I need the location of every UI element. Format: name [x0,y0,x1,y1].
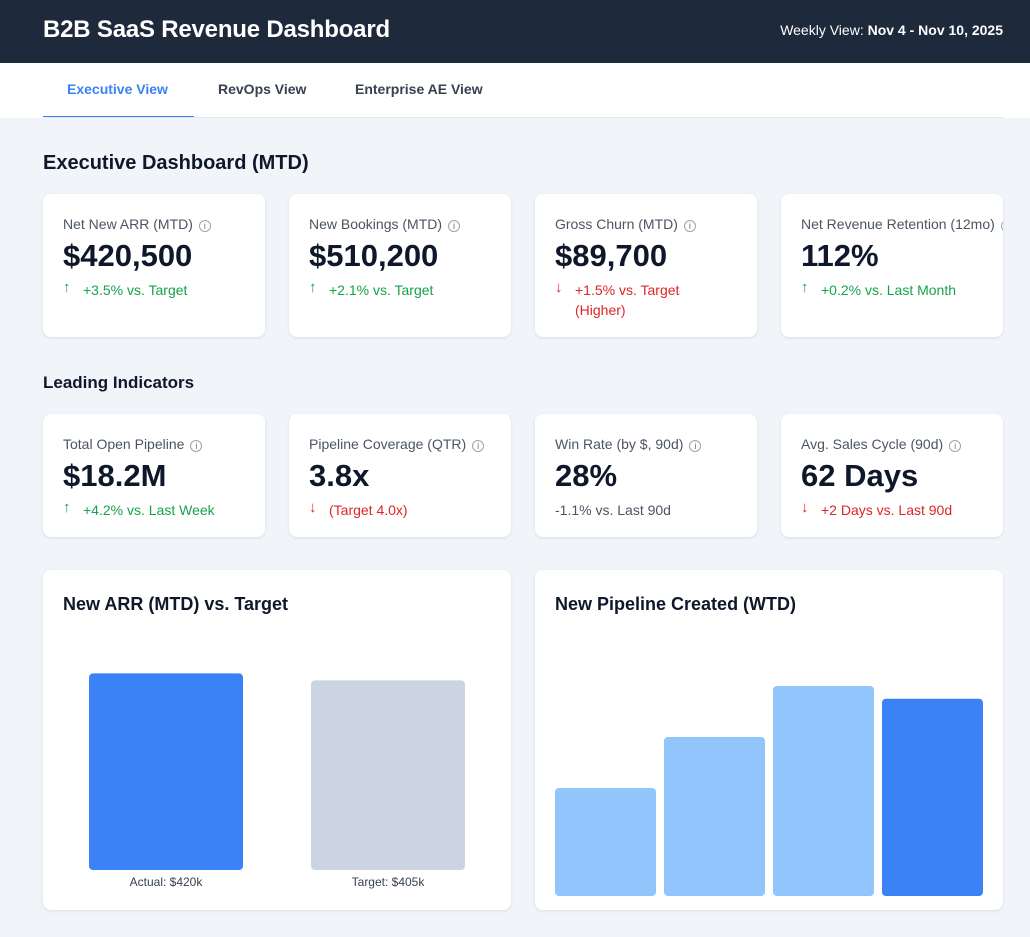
kpi-delta: ↓ +1.5% vs. Target (Higher) [555,279,680,319]
info-icon[interactable]: i [190,440,203,452]
view-tabs: Executive View RevOps View Enterprise AE… [0,63,1030,118]
kpi-label: Avg. Sales Cycle (90d) i [801,436,962,452]
kpi-value: $18.2M [63,458,167,493]
bar-day-1 [555,788,656,896]
chart-title: New Pipeline Created (WTD) [555,594,797,614]
bar-day-2 [664,737,765,896]
chart-card-new-pipeline-created: New Pipeline Created (WTD) [535,570,1003,910]
info-icon[interactable]: i [448,220,461,232]
week-indicator: Weekly View: Nov 4 - Nov 10, 2025 [780,22,1003,38]
info-icon[interactable]: i [949,440,962,452]
kpi-delta: ↑ +4.2% vs. Last Week [63,499,215,519]
section-title-leading-indicators: Leading Indicators [43,373,195,392]
kpi-label: New Bookings (MTD) i [309,216,461,232]
chart-title: New ARR (MTD) vs. Target [63,594,289,614]
bar-actual [89,673,243,870]
tab-executive-view[interactable]: Executive View [43,63,194,118]
kpi-value: 28% [555,458,618,493]
chart-new-pipeline-created [555,686,983,896]
tab-divider [43,117,1003,118]
kpi-value: $420,500 [63,238,193,273]
kpi-card-net-revenue-retention: Net Revenue Retention (12mo)i 112% ↑+0.2… [781,194,1003,337]
kpi-card-win-rate: Win Rate (by $, 90d) i 28% -1.1% vs. Last… [535,414,757,537]
kpi-value: 112% [801,238,879,273]
kpi-delta: -1.1% vs. Last 90d [555,502,671,518]
app-title: B2B SaaS Revenue Dashboard [43,16,390,43]
kpi-card-net-new-arr: Net New ARR (MTD) i $420,500 ↑ +3.5% vs. T… [43,194,265,337]
kpi-delta: ↑ +3.5% vs. Target [63,279,188,299]
kpi-card-avg-sales-cycle: Avg. Sales Cycle (90d) i 62 Days ↓ +2 Days… [781,414,1003,537]
kpi-card-gross-churn: Gross Churn (MTD) i $89,700 ↓ +1.5% vs. Ta… [535,194,757,337]
tab-enterprise-ae-view[interactable]: Enterprise AE View [355,81,483,97]
arrow-down-icon: ↓ [801,499,809,516]
chart-new-arr-vs-target: Actual: $420k Target: $405k [89,673,465,889]
info-icon[interactable]: i [198,220,211,232]
arrow-down-icon: ↓ [555,279,563,296]
arrow-up-icon: ↑ [309,279,317,296]
kpi-delta: ↓ +2 Days vs. Last 90d [801,499,953,519]
kpi-label: Win Rate (by $, 90d) i [555,436,702,452]
kpi-card-pipeline-coverage: Pipeline Coverage (QTR) i 3.8x ↓ (Target 4… [289,414,511,537]
week-label: Weekly View: [780,22,864,38]
top-header: B2B SaaS Revenue Dashboard Weekly View: … [0,0,1030,63]
kpi-label: Total Open Pipeline i [63,436,203,452]
kpi-label: Net Revenue Retention (12mo)i [801,216,1003,232]
arrow-up-icon: ↑ [63,499,71,516]
arrow-up-icon: ↑ [63,279,71,296]
bar-target [311,680,465,870]
chart-card-new-arr-vs-target: New ARR (MTD) vs. Target Actual: $420k Ta… [43,570,511,910]
bar-label: Actual: $420k [130,875,204,889]
arrow-up-icon: ↑ [801,279,809,296]
kpi-card-new-bookings: New Bookings (MTD) i $510,200 ↑ +2.1% vs. … [289,194,511,337]
section-title-executive: Executive Dashboard (MTD) [43,152,309,174]
kpi-label: Gross Churn (MTD) i [555,216,696,232]
arrow-down-icon: ↓ [309,499,317,516]
info-icon[interactable]: i [1000,220,1003,232]
info-icon[interactable]: i [472,440,485,452]
kpi-delta: ↓ (Target 4.0x) [309,499,408,519]
kpi-delta: ↑ +2.1% vs. Target [309,279,434,299]
kpi-value: 62 Days [801,458,919,493]
info-icon[interactable]: i [689,440,702,452]
kpi-delta: ↑ +0.2% vs. Last Month [801,279,957,299]
bar-label: Target: $405k [352,875,426,889]
kpi-card-total-open-pipeline: Total Open Pipeline i $18.2M ↑ +4.2% vs. L… [43,414,265,537]
info-icon[interactable]: i [683,220,696,232]
kpi-value: 3.8x [309,458,370,493]
tab-revops-view[interactable]: RevOps View [218,81,307,97]
week-range: Nov 4 - Nov 10, 2025 [867,22,1003,38]
bar-day-4 [882,698,983,896]
kpi-value: $510,200 [309,238,439,273]
kpi-value: $89,700 [555,238,668,273]
kpi-label: Pipeline Coverage (QTR) i [309,436,485,452]
kpi-label: Net New ARR (MTD) i [63,216,211,232]
bar-day-3 [773,686,874,896]
